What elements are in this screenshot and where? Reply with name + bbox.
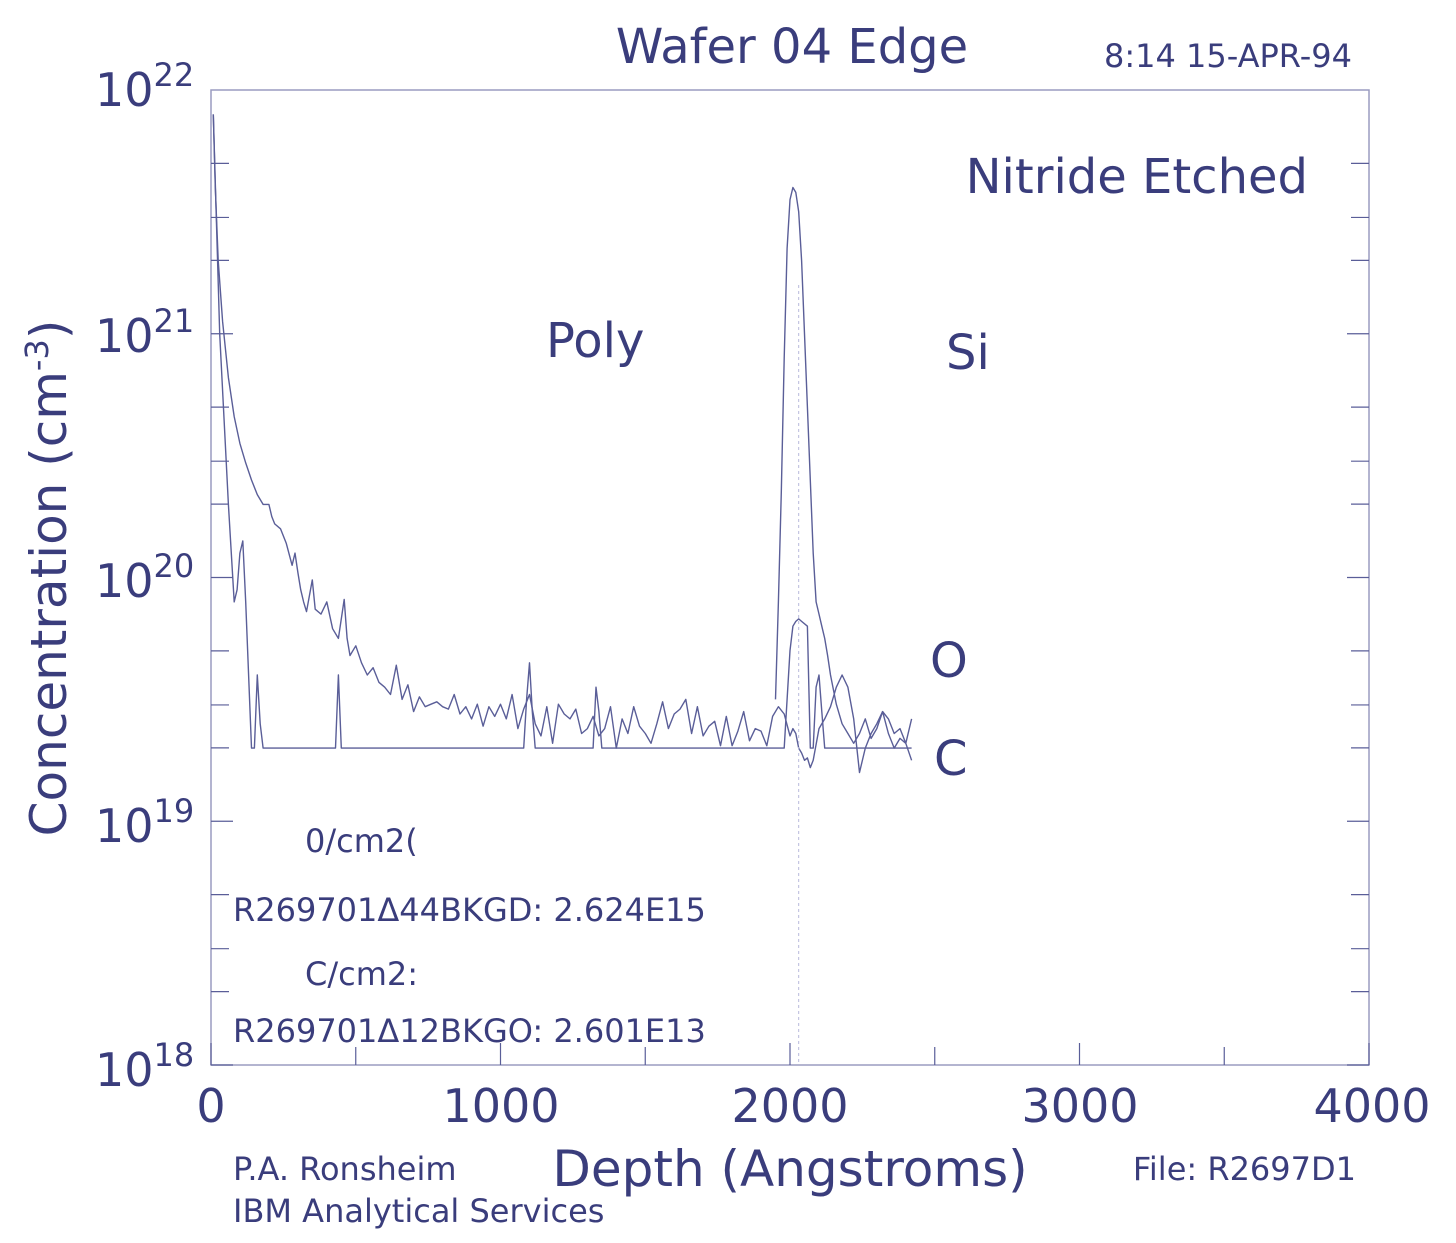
y-tick-label-1e20: 1020 <box>95 547 194 608</box>
dose-o-value: R269701Δ44BKGD: 2.624E15 <box>233 891 706 929</box>
condition-label: Nitride Etched <box>966 149 1308 205</box>
region-label-poly: Poly <box>546 313 644 369</box>
x-tick-label-4000: 4000 <box>1313 1079 1430 1133</box>
dose-c-value: R269701Δ12BKGO: 2.601E13 <box>233 1012 706 1050</box>
series-label-o: O <box>930 633 968 689</box>
x-tick-label-2000: 2000 <box>731 1079 848 1133</box>
x-tick-label-3000: 3000 <box>1021 1079 1138 1133</box>
timestamp: 8:14 15-APR-94 <box>1104 37 1352 75</box>
series-line-c <box>212 114 912 749</box>
series-label-c: C <box>934 731 968 787</box>
y-tick-label-1e21: 1021 <box>95 302 194 363</box>
footer-file: File: R2697D1 <box>1133 1150 1356 1188</box>
series-layer <box>212 114 913 774</box>
series-line-si <box>774 186 913 761</box>
y-axis-label: Concentration (cm-3) <box>18 320 78 837</box>
footer-author: P.A. Ronsheim <box>233 1150 457 1188</box>
chart-title: Wafer 04 Edge <box>616 19 968 75</box>
y-tick-labels: 1022 1021 1020 1019 1018 <box>95 56 194 1097</box>
y-tick-label-1e22: 1022 <box>95 56 194 117</box>
y-tick-label-1e18: 1018 <box>95 1036 194 1097</box>
axis-ticks <box>210 162 1370 1066</box>
series-line-o <box>212 114 913 774</box>
dose-o-header: 0/cm2( <box>305 822 418 860</box>
x-axis-label: Depth (Angstroms) <box>552 1140 1027 1198</box>
x-tick-labels: 0 1000 2000 3000 4000 <box>196 1079 1430 1133</box>
region-label-si: Si <box>946 325 990 381</box>
y-tick-label-1e19: 1019 <box>95 792 194 853</box>
dose-c-header: C/cm2: <box>305 955 418 993</box>
x-tick-label-1000: 1000 <box>442 1079 559 1133</box>
footer-org: IBM Analytical Services <box>233 1192 604 1230</box>
x-tick-label-0: 0 <box>196 1079 225 1133</box>
